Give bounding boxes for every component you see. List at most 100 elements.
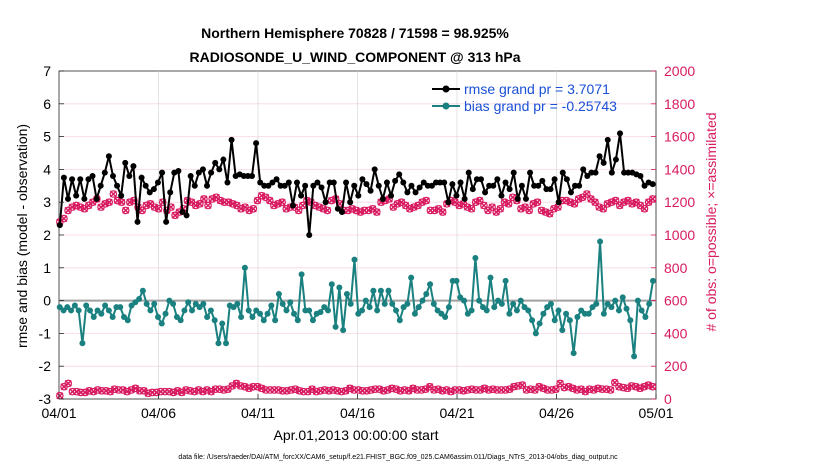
rmse-point bbox=[592, 169, 599, 176]
bias-point bbox=[245, 307, 252, 314]
obs-possible-marker bbox=[308, 385, 316, 393]
obs-assimilated-marker bbox=[190, 388, 198, 396]
bias-point bbox=[551, 317, 558, 324]
rmse-obs-possible-marker bbox=[278, 198, 286, 207]
rmse-obs-assimilated-marker bbox=[468, 205, 476, 213]
obs-assimilated-marker bbox=[375, 385, 383, 393]
rmse-obs-assimilated-marker bbox=[373, 208, 381, 216]
rmse-obs-assimilated-marker bbox=[270, 201, 278, 210]
rmse-point bbox=[584, 172, 591, 179]
bias-point bbox=[529, 317, 536, 324]
obs-assimilated-marker bbox=[581, 388, 589, 396]
rmse-obs-possible-marker bbox=[158, 198, 167, 207]
bias-point bbox=[366, 304, 373, 311]
rmse-point bbox=[77, 176, 84, 183]
obs-assimilated-marker bbox=[106, 388, 114, 396]
obs-assimilated-marker bbox=[64, 379, 72, 387]
rmse-obs-assimilated-marker bbox=[566, 198, 574, 206]
rmse-point bbox=[555, 199, 562, 206]
rmse-point bbox=[465, 169, 472, 176]
rmse-obs-assimilated-marker bbox=[356, 208, 364, 216]
obs-possible-marker bbox=[140, 386, 148, 395]
bias-point bbox=[351, 256, 358, 263]
obs-possible-marker bbox=[610, 378, 619, 387]
bias-point bbox=[476, 297, 483, 304]
rmse-obs-possible-marker bbox=[253, 196, 262, 205]
bias-point bbox=[415, 304, 422, 311]
rmse-obs-possible-marker bbox=[294, 206, 303, 215]
rmse-point bbox=[608, 169, 615, 176]
rmse-point bbox=[539, 177, 546, 184]
rmse-point bbox=[343, 179, 350, 186]
rmse-obs-assimilated-marker bbox=[68, 203, 76, 211]
obs-assimilated-marker bbox=[56, 392, 64, 400]
rmse-obs-assimilated-marker bbox=[109, 190, 117, 198]
bias-point bbox=[555, 307, 562, 314]
rmse-point bbox=[150, 186, 157, 193]
obs-assimilated-marker bbox=[178, 388, 186, 396]
bias-point bbox=[139, 287, 146, 294]
bias-point bbox=[502, 277, 509, 284]
rmse-obs-assimilated-marker bbox=[204, 201, 212, 210]
bias-point bbox=[309, 317, 316, 324]
rmse-point bbox=[73, 192, 80, 199]
rmse-obs-possible-marker bbox=[196, 200, 204, 208]
obs-assimilated-marker bbox=[308, 385, 316, 393]
obs-assimilated-marker bbox=[228, 382, 236, 390]
bias-point bbox=[377, 287, 384, 294]
chart-title-line1: Northern Hemisphere 70828 / 71598 = 98.9… bbox=[201, 25, 509, 41]
obs-assimilated-marker bbox=[590, 386, 598, 394]
bias-point bbox=[408, 274, 415, 281]
bias-point bbox=[268, 302, 275, 309]
rmse-point bbox=[637, 172, 644, 179]
x-axis-label: Apr.01,2013 00:00:00 start bbox=[273, 427, 438, 443]
bias-point bbox=[215, 340, 222, 347]
rmse-point bbox=[498, 192, 505, 199]
rmse-obs-series bbox=[56, 190, 657, 226]
bias-point bbox=[359, 307, 366, 314]
rmse-obs-assimilated-marker bbox=[418, 198, 426, 206]
rmse-obs-possible-marker bbox=[323, 206, 332, 215]
bias-point bbox=[211, 317, 218, 324]
rmse-obs-assimilated-marker bbox=[216, 197, 224, 205]
rmse-point bbox=[114, 182, 121, 189]
rmse-obs-assimilated-marker bbox=[282, 205, 290, 213]
rmse-obs-assimilated-marker bbox=[533, 198, 541, 206]
y-right-tick-label: 1800 bbox=[664, 96, 695, 112]
y-left-tick-label: 4 bbox=[43, 161, 51, 177]
rmse-point bbox=[126, 172, 133, 179]
obs-assimilated-marker bbox=[640, 383, 648, 391]
bias-point bbox=[283, 307, 290, 314]
rmse-point bbox=[97, 182, 104, 189]
obs-assimilated-marker bbox=[569, 384, 577, 392]
rmse-point bbox=[285, 179, 292, 186]
bias-point bbox=[634, 297, 641, 304]
obs-possible-marker bbox=[577, 385, 585, 393]
obs-possible-marker bbox=[518, 381, 527, 389]
rmse-point bbox=[85, 176, 92, 183]
obs-assimilated-marker bbox=[119, 386, 127, 394]
y-left-tick-label: 1 bbox=[43, 260, 51, 276]
rmse-obs-possible-marker bbox=[373, 208, 381, 216]
rmse-obs-assimilated-marker bbox=[439, 208, 447, 216]
bias-point bbox=[442, 314, 449, 320]
bias-point bbox=[143, 300, 150, 307]
bias-point bbox=[185, 299, 192, 306]
rmse-obs-assimilated-marker bbox=[455, 201, 463, 210]
rmse-obs-possible-marker bbox=[640, 204, 649, 213]
rmse-point bbox=[522, 195, 529, 202]
rmse-point bbox=[314, 179, 321, 186]
rmse-point bbox=[449, 181, 456, 188]
rmse-point bbox=[179, 209, 186, 216]
bias-point bbox=[597, 238, 604, 245]
obs-assimilated-marker bbox=[476, 386, 484, 394]
y-right-tick-label: 0 bbox=[664, 391, 672, 407]
bias-point bbox=[291, 310, 298, 317]
bias-point bbox=[136, 295, 143, 302]
obs-assimilated-marker bbox=[245, 384, 253, 392]
rmse-obs-possible-marker bbox=[467, 204, 476, 213]
rmse-point bbox=[351, 182, 358, 189]
rmse-point bbox=[302, 182, 309, 189]
obs-assimilated-marker bbox=[304, 388, 312, 396]
bias-point bbox=[374, 307, 381, 314]
